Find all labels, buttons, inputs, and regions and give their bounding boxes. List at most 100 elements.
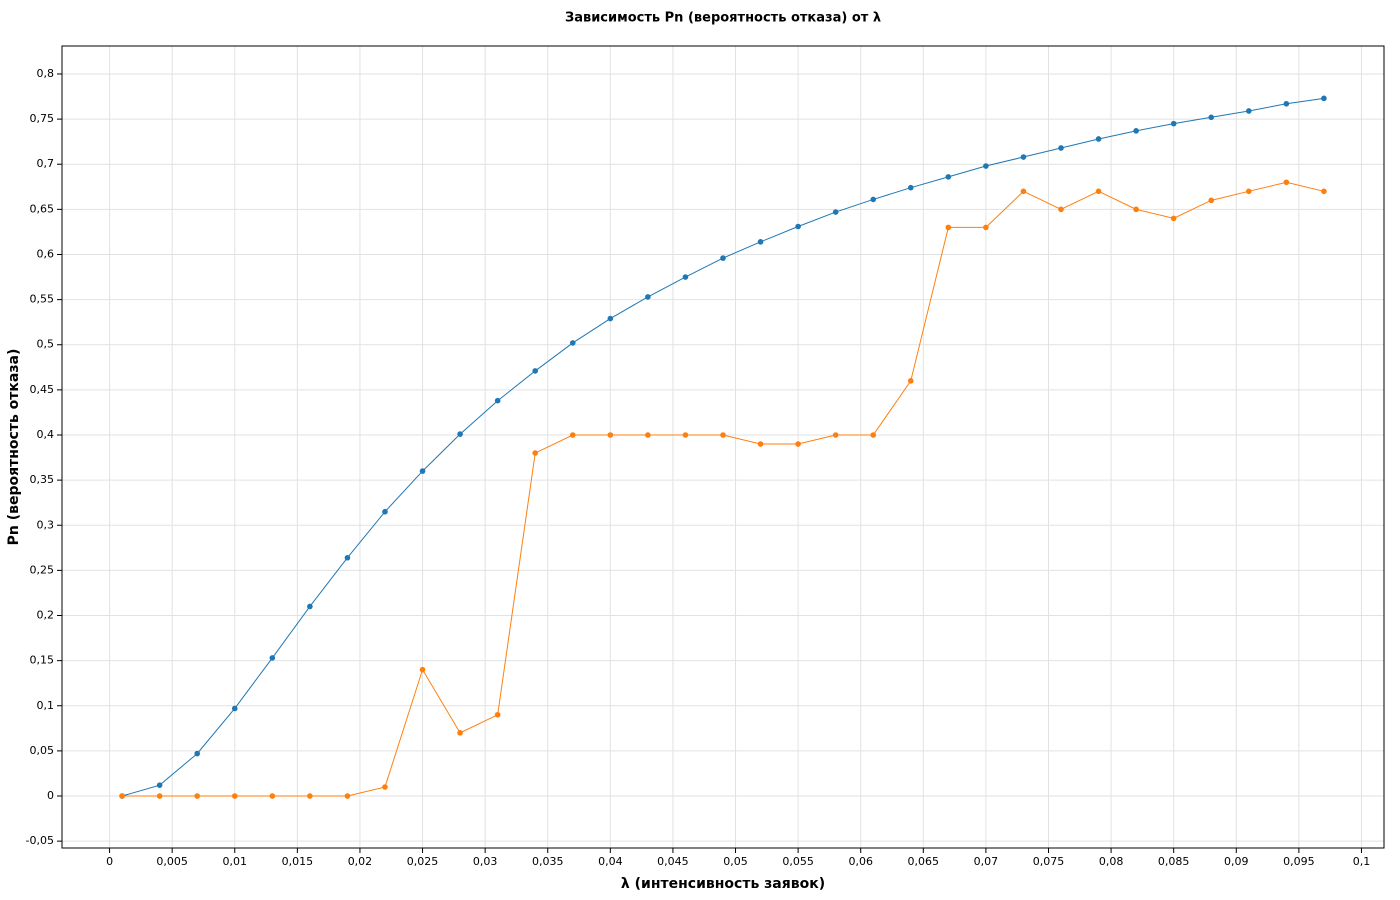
y-tick-label: 0,15 [30,654,55,667]
point [682,274,689,280]
point [1058,206,1064,213]
point [569,432,576,438]
point [720,255,726,261]
y-axis-label: Pn (вероятность отказа) [6,349,22,546]
x-tick-label: 0,07 [974,855,999,868]
point [757,441,764,447]
point [231,793,238,799]
point [720,432,726,438]
point [870,432,877,438]
point [607,315,614,322]
point [269,655,276,661]
point [1283,100,1290,107]
y-tick-label: 0,3 [37,518,55,531]
y-tick-label: 0,4 [37,428,55,441]
point [382,784,388,790]
y-tick-label: 0,55 [30,293,55,306]
x-tick-label: 0,015 [282,855,314,868]
x-tick-label: 0,065 [908,855,940,868]
x-tick-label: 0,06 [848,855,873,868]
x-tick-label: 0,055 [782,855,814,868]
point [194,750,201,757]
point [382,508,388,515]
point [1321,95,1327,102]
y-tick-label: 0 [47,789,54,802]
x-tick-label: 0,045 [657,855,689,868]
point [1283,179,1290,186]
point [307,603,313,610]
point [832,209,839,215]
x-tick-label: 0,08 [1099,855,1124,868]
series-line [121,97,1324,797]
point [344,554,351,561]
point [757,239,764,245]
point [457,730,463,736]
series-line [122,181,1325,797]
point [945,224,952,231]
point [1245,188,1252,195]
x-tick-label: 0 [106,855,113,868]
point [494,397,501,404]
x-axis-label: λ (интенсивность заявок) [621,876,825,892]
point [1133,128,1139,134]
x-tick-label: 0,035 [532,855,564,868]
point [645,294,651,300]
x-tick-label: 0,04 [598,855,623,868]
point [607,432,614,438]
point [1245,108,1252,114]
chart-title: Зависимость Pn (вероятность отказа) от λ [565,11,881,26]
point [494,711,501,718]
point [119,793,125,799]
y-tick-label: 0,6 [37,247,55,260]
point [1095,136,1102,142]
x-tick-label: 0,02 [348,855,373,868]
point [231,705,238,712]
point [194,793,201,799]
x-tick-label: 0,075 [1033,855,1065,868]
y-tick-label: 0,2 [37,609,55,622]
x-tick-label: 0,085 [1158,855,1190,868]
point [1208,114,1215,121]
x-tick-label: 0,09 [1224,855,1249,868]
point [156,782,163,788]
point [1133,206,1139,213]
y-tick-label: 0,05 [30,744,55,757]
y-tick-label: 0,8 [37,67,55,80]
y-tick-label: 0,7 [37,157,55,170]
point [569,340,576,346]
point [1208,197,1215,204]
plot-frame [61,45,1385,849]
point [983,224,989,231]
y-tick-label: 0,5 [37,338,55,351]
point [907,184,914,191]
x-tick-label: 0,095 [1283,855,1315,868]
point [156,793,163,799]
point [907,378,914,384]
point [1020,154,1027,160]
point [1321,188,1327,195]
point [419,666,426,673]
y-tick-label: 0,45 [30,383,55,396]
point [457,431,463,437]
point [344,793,351,799]
x-tick-label: 0,1 [1353,855,1371,868]
point [419,468,426,474]
x-tick-label: 0,025 [407,855,439,868]
point [532,368,539,374]
y-tick-label: 0,1 [37,699,55,712]
point [269,793,276,799]
x-tick-label: 0,01 [223,855,248,868]
y-tick-label: 0,65 [30,202,55,215]
point [682,432,689,438]
point [1058,145,1064,151]
point [645,432,651,438]
point [1170,120,1177,127]
point [1170,215,1177,222]
y-tick-label: 0,25 [30,563,55,576]
point [307,793,313,799]
point [1020,188,1027,195]
point [870,196,877,203]
point [532,450,539,456]
y-tick-label: 0,75 [30,112,55,125]
